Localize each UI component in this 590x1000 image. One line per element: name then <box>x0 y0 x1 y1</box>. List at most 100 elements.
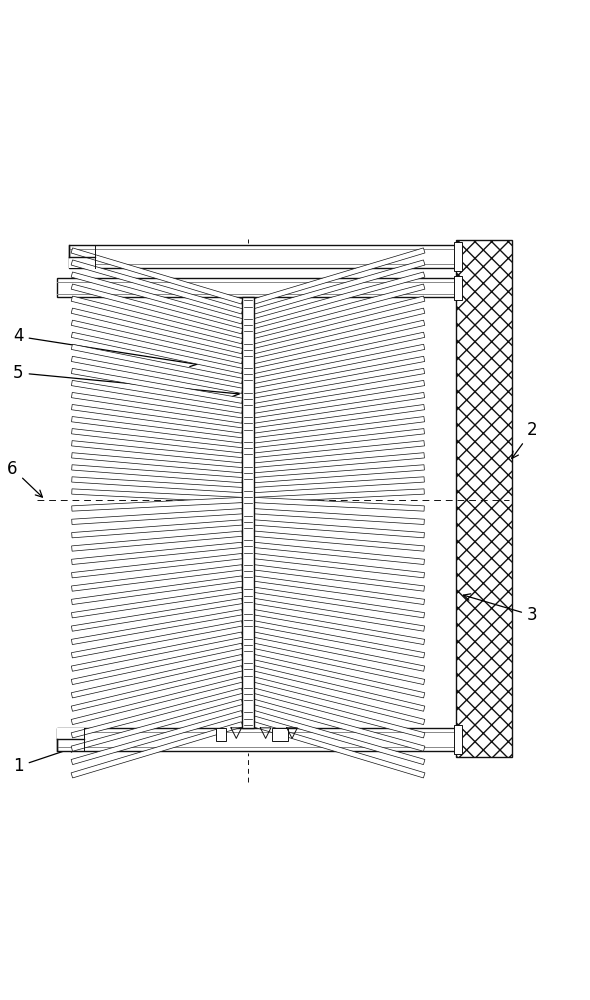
Polygon shape <box>253 699 425 751</box>
Polygon shape <box>71 248 243 304</box>
Polygon shape <box>253 296 425 344</box>
Bar <box>454 242 463 271</box>
Polygon shape <box>72 477 242 493</box>
Polygon shape <box>71 417 242 443</box>
Polygon shape <box>254 380 425 413</box>
Polygon shape <box>253 308 425 354</box>
Polygon shape <box>253 666 425 711</box>
Polygon shape <box>71 598 242 631</box>
Polygon shape <box>254 553 424 578</box>
Polygon shape <box>71 520 242 538</box>
Bar <box>57 728 84 739</box>
Polygon shape <box>71 643 242 685</box>
Polygon shape <box>71 404 242 433</box>
Bar <box>271 728 288 741</box>
Polygon shape <box>253 320 425 364</box>
Polygon shape <box>71 272 243 324</box>
Bar <box>69 245 457 268</box>
Polygon shape <box>71 368 242 403</box>
Polygon shape <box>253 711 425 765</box>
Polygon shape <box>71 380 242 413</box>
Bar <box>69 257 96 268</box>
Polygon shape <box>253 632 425 671</box>
Polygon shape <box>71 332 242 374</box>
Bar <box>454 725 462 754</box>
Polygon shape <box>253 643 425 685</box>
Polygon shape <box>71 542 242 565</box>
Polygon shape <box>72 509 242 524</box>
Polygon shape <box>71 531 242 551</box>
Text: 6: 6 <box>7 460 42 497</box>
Polygon shape <box>254 497 424 511</box>
Polygon shape <box>254 576 425 605</box>
Polygon shape <box>254 465 424 483</box>
Polygon shape <box>71 453 242 473</box>
Polygon shape <box>253 722 425 778</box>
Polygon shape <box>254 356 425 393</box>
Polygon shape <box>71 260 243 314</box>
Polygon shape <box>254 477 424 493</box>
Polygon shape <box>254 368 425 403</box>
Polygon shape <box>71 296 243 344</box>
Text: 2: 2 <box>512 421 537 458</box>
Polygon shape <box>71 621 242 658</box>
Polygon shape <box>71 553 242 578</box>
Polygon shape <box>71 308 242 354</box>
Polygon shape <box>71 392 242 423</box>
Polygon shape <box>71 688 243 738</box>
Polygon shape <box>254 621 425 658</box>
Bar <box>242 297 254 728</box>
Polygon shape <box>254 417 425 443</box>
Polygon shape <box>253 272 425 324</box>
Polygon shape <box>71 610 242 645</box>
Polygon shape <box>253 284 425 334</box>
Polygon shape <box>254 392 425 423</box>
Polygon shape <box>71 344 242 384</box>
Polygon shape <box>71 632 242 671</box>
Polygon shape <box>71 565 242 591</box>
Polygon shape <box>253 332 425 374</box>
Polygon shape <box>254 565 425 591</box>
Polygon shape <box>254 404 425 433</box>
Polygon shape <box>254 610 425 645</box>
Polygon shape <box>71 429 242 453</box>
Polygon shape <box>71 284 243 334</box>
Polygon shape <box>253 260 425 314</box>
Polygon shape <box>71 465 242 483</box>
Polygon shape <box>253 677 425 725</box>
Bar <box>454 276 462 300</box>
Polygon shape <box>253 344 425 384</box>
Polygon shape <box>254 489 424 503</box>
Polygon shape <box>71 356 242 393</box>
Text: 3: 3 <box>463 594 537 624</box>
Bar <box>457 240 512 757</box>
Polygon shape <box>254 542 424 565</box>
Polygon shape <box>71 711 243 765</box>
Polygon shape <box>71 441 242 463</box>
Bar <box>57 278 457 297</box>
Polygon shape <box>254 531 424 551</box>
Polygon shape <box>254 509 424 524</box>
Text: 4: 4 <box>13 327 197 367</box>
Polygon shape <box>254 587 425 618</box>
Polygon shape <box>71 677 243 725</box>
Polygon shape <box>71 722 243 778</box>
Bar <box>216 728 227 741</box>
Polygon shape <box>71 576 242 605</box>
Polygon shape <box>72 497 242 511</box>
Polygon shape <box>71 587 242 618</box>
Polygon shape <box>253 248 425 304</box>
Bar <box>57 728 457 751</box>
Polygon shape <box>72 489 242 503</box>
Bar <box>457 240 512 757</box>
Text: 1: 1 <box>13 746 77 775</box>
Polygon shape <box>253 688 425 738</box>
Polygon shape <box>254 429 424 453</box>
Polygon shape <box>253 654 425 698</box>
Polygon shape <box>254 520 424 538</box>
Text: 5: 5 <box>13 364 239 397</box>
Polygon shape <box>71 654 242 698</box>
Polygon shape <box>254 453 424 473</box>
Polygon shape <box>71 699 243 751</box>
Polygon shape <box>71 666 242 711</box>
